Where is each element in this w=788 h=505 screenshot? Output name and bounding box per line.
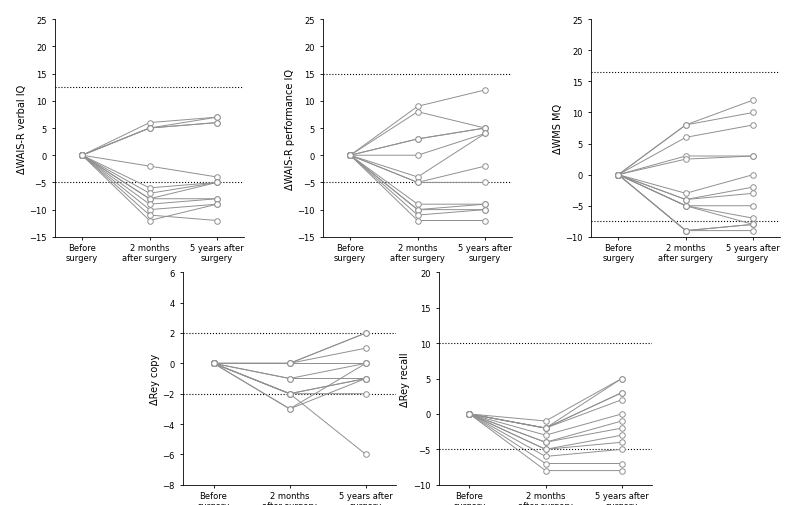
Y-axis label: ΔWAIS-R verbal IQ: ΔWAIS-R verbal IQ	[17, 84, 27, 173]
Y-axis label: ΔRey recall: ΔRey recall	[400, 351, 411, 406]
Y-axis label: ΔWMS MQ: ΔWMS MQ	[552, 104, 563, 154]
Y-axis label: ΔRey copy: ΔRey copy	[150, 353, 160, 405]
Y-axis label: ΔWAIS-R performance IQ: ΔWAIS-R performance IQ	[284, 68, 295, 189]
